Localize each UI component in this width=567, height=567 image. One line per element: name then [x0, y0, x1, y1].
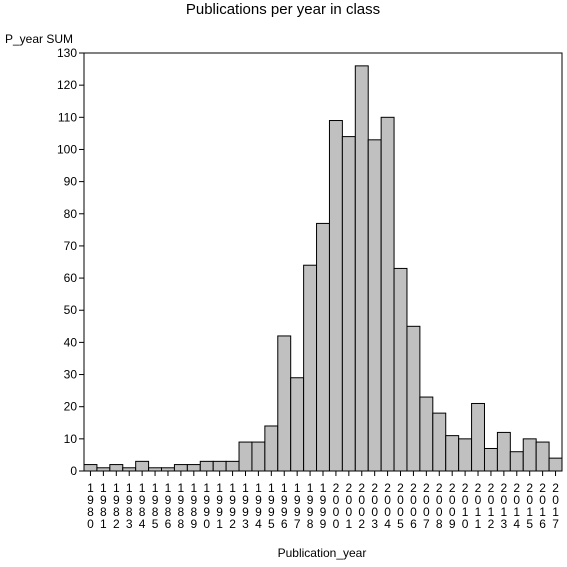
- bar-1992: [225, 460, 240, 472]
- bar-2015: [522, 438, 537, 472]
- bar-2001: [341, 136, 356, 472]
- bar-2000: [328, 120, 343, 472]
- chart-title: Publications per year in class: [186, 1, 380, 18]
- bar-2002: [354, 65, 369, 472]
- bar-2012: [483, 447, 498, 472]
- bar-2014: [509, 451, 524, 472]
- x-axis-ticks: 1 9 8 0 1 9 8 1 1 9 8 2 1 9 8 3 1 9 8 4 1 9 8 5 1 9 8 6 1 9 8 8 1 9 8 9 1 9 9 0…: [87, 471, 559, 531]
- bar-1997: [290, 377, 305, 472]
- y-tick-label: 50: [64, 303, 78, 317]
- plot-area-frame: [83, 52, 563, 472]
- bar-2008: [432, 412, 447, 472]
- bar-2017: [548, 457, 563, 472]
- bar-2007: [419, 396, 434, 472]
- y-tick-label: 60: [64, 271, 78, 285]
- bar-1996: [277, 335, 292, 472]
- y-axis-label: P_year SUM: [5, 32, 73, 46]
- y-tick-label: 0: [70, 464, 77, 478]
- y-tick-label: 20: [64, 400, 78, 414]
- y-tick-label: 100: [57, 142, 77, 156]
- bar-2005: [393, 267, 408, 472]
- bar-1991: [212, 460, 227, 472]
- bar-1994: [251, 441, 266, 472]
- y-tick-label: 80: [64, 207, 78, 221]
- y-tick-label: 40: [64, 335, 78, 349]
- bar-1989: [186, 464, 201, 472]
- bar-2016: [535, 441, 550, 472]
- bar-2011: [471, 402, 485, 472]
- x-axis-label: Publication_year: [278, 546, 367, 560]
- bar-2013: [496, 431, 511, 472]
- y-tick-label: 120: [57, 78, 77, 92]
- bar-1995: [264, 425, 279, 472]
- bar-1980: [83, 464, 98, 472]
- bar-2003: [367, 139, 382, 472]
- bar-1982: [109, 464, 124, 472]
- bar-1998: [303, 264, 318, 472]
- y-tick-label: 70: [64, 239, 78, 253]
- bar-2009: [445, 435, 460, 472]
- bar-1984: [135, 460, 150, 472]
- y-tick-label: 110: [58, 110, 77, 124]
- bar-2006: [406, 325, 421, 472]
- y-tick-label: 130: [57, 46, 77, 60]
- bar-2004: [380, 116, 395, 472]
- y-tick-label: 10: [64, 432, 78, 446]
- bar-1999: [316, 222, 330, 472]
- bar-1988: [173, 464, 188, 472]
- y-tick-label: 90: [64, 175, 78, 189]
- bar-1993: [238, 441, 253, 472]
- y-axis-ticks: 0 10 20 30 40 50 60 70 80 90 100 110 120 130: [57, 46, 84, 478]
- bar-1990: [199, 460, 214, 472]
- bars-group: [83, 65, 563, 472]
- bar-2010: [458, 438, 473, 472]
- y-tick-label: 30: [64, 368, 78, 382]
